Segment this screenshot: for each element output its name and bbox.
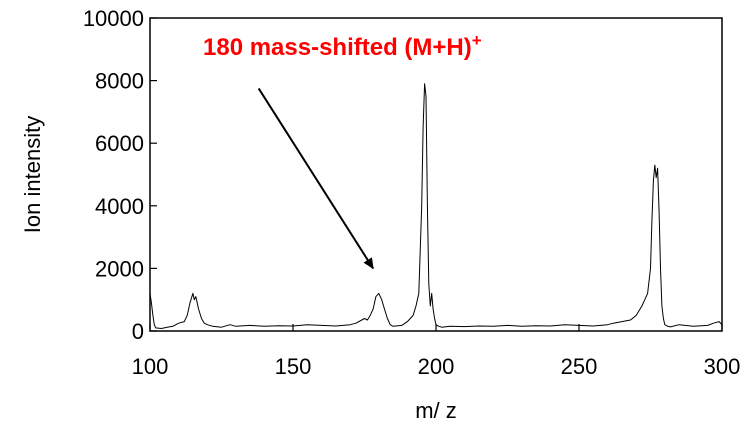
y-tick-label: 2000 xyxy=(95,256,144,281)
y-axis-ticks: 0 2000 4000 6000 8000 10000 xyxy=(83,6,157,344)
x-axis-label: m/ z xyxy=(415,398,457,423)
series-layer xyxy=(149,83,723,329)
x-tick-label: 250 xyxy=(561,354,598,379)
spectrum-series-line xyxy=(149,83,723,329)
x-tick-label: 100 xyxy=(132,354,169,379)
annotation-text: 180 mass-shifted (M+H) xyxy=(203,34,472,61)
y-tick-label: 4000 xyxy=(95,194,144,219)
y-axis-label: Ion intensity xyxy=(20,116,45,233)
plot-frame xyxy=(149,17,723,332)
y-tick-label: 0 xyxy=(132,319,144,344)
annotation-layer: 180 mass-shifted (M+H)+ xyxy=(203,31,482,270)
x-tick-label: 200 xyxy=(418,354,455,379)
annotation-arrow xyxy=(257,87,374,270)
y-tick-label: 8000 xyxy=(95,69,144,94)
annotation-superscript: + xyxy=(472,31,482,50)
x-tick-label: 300 xyxy=(704,354,741,379)
x-tick-label: 150 xyxy=(275,354,312,379)
y-tick-label: 6000 xyxy=(95,131,144,156)
x-axis-ticks: 100 150 200 250 300 xyxy=(132,324,741,379)
y-tick-label: 10000 xyxy=(83,6,144,31)
annotation-label: 180 mass-shifted (M+H)+ xyxy=(203,31,482,61)
